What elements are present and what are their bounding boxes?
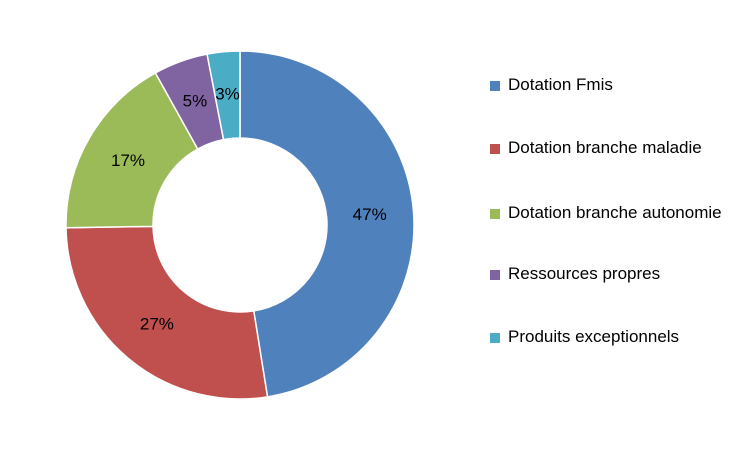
legend-item-produits-exceptionnels: Produits exceptionnels	[490, 326, 738, 348]
legend-swatch	[490, 333, 500, 343]
legend-label: Dotation branche autonomie	[508, 203, 722, 222]
legend-label: Ressources propres	[508, 264, 661, 283]
legend-swatch	[490, 209, 500, 219]
slice-dotation-branche-autonomie	[65, 71, 199, 229]
data-label-dotation-branche-maladie: 27%	[140, 315, 174, 334]
legend-swatch	[490, 81, 500, 91]
data-label-produits-exceptionnels: 3%	[215, 84, 240, 103]
data-label-dotation-branche-autonomie: 17%	[111, 151, 145, 170]
legend-item-dotation-branche-maladie: Dotation branche maladie	[490, 137, 738, 159]
donut-chart: 47% 27% 17% 5% 3%	[65, 50, 415, 400]
legend-swatch	[490, 270, 500, 280]
legend-label: Dotation branche maladie	[508, 138, 702, 157]
slice-produits-exceptionnels	[206, 50, 241, 141]
legend-item-dotation-branche-autonomie: Dotation branche autonomie	[490, 202, 738, 224]
donut-chart-svg: 47% 27% 17% 5% 3%	[65, 50, 415, 400]
slice-dotation-fmis	[239, 50, 415, 398]
legend-label: Produits exceptionnels	[508, 327, 680, 346]
legend-item-dotation-fmis: Dotation Fmis	[490, 74, 738, 96]
data-label-dotation-fmis: 47%	[353, 205, 387, 224]
legend-swatch	[490, 144, 500, 154]
slice-dotation-branche-maladie	[65, 225, 269, 400]
data-label-ressources-propres: 5%	[183, 92, 208, 111]
legend-item-ressources-propres: Ressources propres	[490, 263, 738, 285]
legend-label: Dotation Fmis	[508, 75, 613, 94]
